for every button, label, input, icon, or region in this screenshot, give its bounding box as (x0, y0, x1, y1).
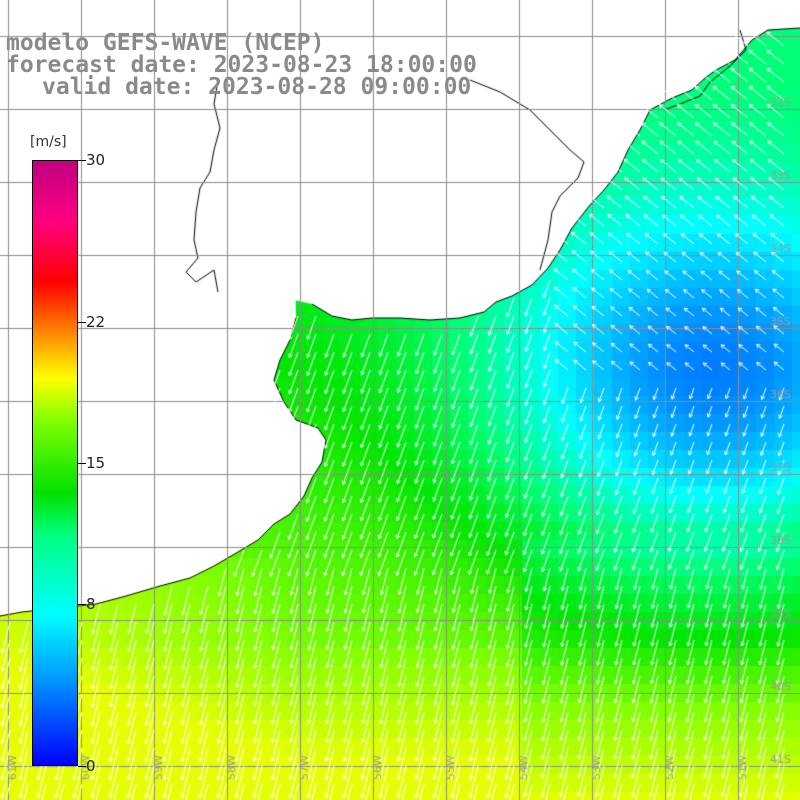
colorbar-tick-label: 22 (86, 312, 106, 331)
colorbar-tick (78, 604, 86, 606)
colorbar-tick-label: 0 (86, 757, 96, 775)
title-model: modelo GEFS-WAVE (NCEP) (6, 30, 325, 56)
colorbar (32, 160, 78, 766)
colorbar-tick (78, 463, 86, 464)
title-forecast-date: forecast date: 2023-08-23 18:00:00 (6, 52, 477, 78)
colorbar-tick-label: 8 (86, 595, 96, 614)
colorbar-tick (78, 160, 86, 161)
colorbar-unit: [m/s] (30, 134, 67, 150)
colorbar-tick-label: 15 (86, 454, 106, 472)
colorbar-tick (78, 766, 86, 767)
title-valid-date: valid date: 2023-08-28 09:00:00 (42, 74, 472, 100)
colorbar-tick (78, 321, 86, 323)
colorbar-tick-label: 30 (86, 151, 106, 169)
